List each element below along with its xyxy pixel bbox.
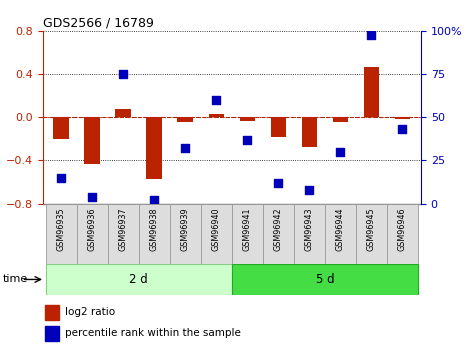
Point: [368, 32, 375, 37]
Bar: [325, 204, 356, 264]
Bar: [294, 204, 325, 264]
Point: [57, 175, 65, 180]
Text: GSM96944: GSM96944: [336, 207, 345, 251]
Bar: [209, 114, 224, 117]
Point: [150, 197, 158, 203]
Bar: [394, 117, 410, 119]
Bar: [177, 117, 193, 122]
Bar: [170, 204, 201, 264]
Bar: [232, 264, 418, 295]
Bar: [239, 117, 255, 120]
Bar: [46, 204, 77, 264]
Bar: [44, 305, 59, 320]
Point: [306, 187, 313, 193]
Text: GDS2566 / 16789: GDS2566 / 16789: [43, 17, 153, 30]
Bar: [356, 204, 387, 264]
Bar: [85, 117, 100, 164]
Bar: [364, 67, 379, 117]
Text: GSM96939: GSM96939: [181, 207, 190, 251]
Text: 5 d: 5 d: [315, 273, 334, 286]
Bar: [302, 117, 317, 148]
Point: [88, 194, 96, 199]
Text: percentile rank within the sample: percentile rank within the sample: [65, 328, 241, 338]
Text: time: time: [2, 275, 27, 284]
Bar: [263, 204, 294, 264]
Text: GSM96943: GSM96943: [305, 207, 314, 251]
Text: GSM96936: GSM96936: [88, 207, 96, 251]
Bar: [387, 204, 418, 264]
Point: [212, 97, 220, 103]
Point: [182, 146, 189, 151]
Text: GSM96941: GSM96941: [243, 207, 252, 251]
Bar: [44, 326, 59, 342]
Bar: [77, 204, 108, 264]
Bar: [232, 204, 263, 264]
Text: GSM96940: GSM96940: [212, 207, 221, 251]
Bar: [108, 204, 139, 264]
Point: [274, 180, 282, 186]
Point: [119, 71, 127, 77]
Bar: [147, 117, 162, 179]
Point: [399, 127, 406, 132]
Text: log2 ratio: log2 ratio: [65, 307, 115, 317]
Text: 2 d: 2 d: [129, 273, 148, 286]
Text: GSM96946: GSM96946: [398, 207, 407, 251]
Text: GSM96945: GSM96945: [367, 207, 376, 251]
Text: GSM96938: GSM96938: [150, 207, 159, 251]
Bar: [201, 204, 232, 264]
Bar: [333, 117, 348, 122]
Bar: [115, 109, 131, 117]
Text: GSM96935: GSM96935: [57, 207, 66, 251]
Bar: [53, 117, 69, 139]
Bar: [139, 204, 170, 264]
Point: [337, 149, 344, 155]
Bar: [271, 117, 286, 137]
Text: GSM96937: GSM96937: [119, 207, 128, 251]
Point: [244, 137, 251, 142]
Bar: [46, 264, 232, 295]
Text: GSM96942: GSM96942: [274, 207, 283, 251]
